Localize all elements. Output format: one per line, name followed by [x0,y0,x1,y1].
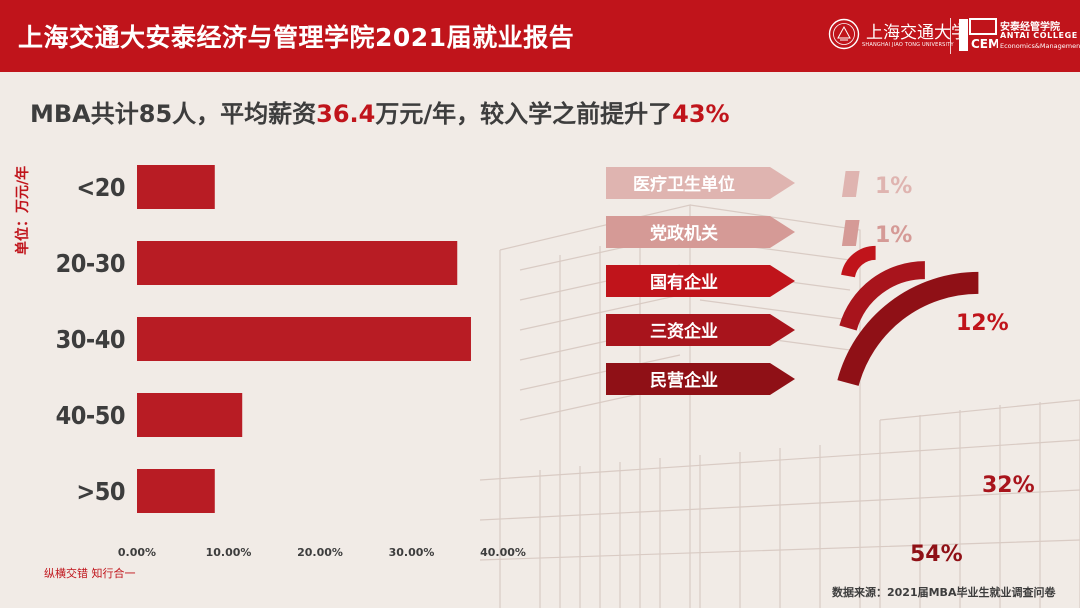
employer-share-arc [841,245,877,278]
employer-share-arc [839,261,926,331]
salary-category-label: 30-40 [56,325,125,354]
x-tick-label: 40.00% [480,546,526,559]
salary-bar-1 [137,165,215,209]
salary-bar-2 [137,241,458,285]
x-tick-label: 30.00% [389,546,435,559]
employer-type-tag [606,265,795,297]
employer-type-tag [606,167,795,199]
employer-type-label: 三资企业 [650,321,718,342]
data-source: 数据来源：2021届MBA毕业生就业调查问卷 [832,586,1056,599]
employer-share-arc [837,271,979,387]
salary-bar-4 [137,393,243,437]
university-seal-icon [828,18,860,50]
sjtu-logo: 上海交通大学 SHANGHAI JIAO TONG UNIVERSITY [828,14,968,58]
headline-growth: 43% [672,100,730,128]
x-tick-label: 20.00% [297,546,343,559]
employer-type-tag [606,363,795,395]
employer-type-label: 医疗卫生单位 [633,174,735,195]
headline-prefix: MBA共计85人，平均薪资 [30,100,317,128]
employer-share-label: 1% [875,223,912,248]
college-name-en-sub: Economics&Management [1000,42,1080,50]
employer-share-bar [841,220,860,246]
employer-type-label: 国有企业 [650,272,718,293]
employer-type-label: 民营企业 [650,370,718,391]
salary-bar-5 [137,469,215,513]
salary-bar-3 [137,317,471,361]
employer-type-tag [606,314,795,346]
employer-share-label: 12% [956,311,1009,336]
logo-divider [950,18,951,54]
employer-type-tag [606,216,795,248]
university-name-cn: 上海交通大学 [866,23,968,43]
university-name-en: SHANGHAI JIAO TONG UNIVERSITY [862,42,954,48]
x-tick-label: 0.00% [118,546,156,559]
headline-salary: 36.4 [316,100,376,128]
employer-share-label: 32% [982,473,1035,498]
employer-type-label: 党政机关 [650,223,718,244]
employer-share-label: 1% [875,174,912,199]
employer-share-label: 54% [910,542,963,567]
salary-category-label: <20 [76,173,125,202]
headline-middle: 万元/年，较入学之前提升了 [375,100,673,128]
header-bar: 上海交通大安泰经济与管理学院2021届就业报告 [0,0,1080,72]
report-title: 上海交通大安泰经济与管理学院2021届就业报告 [18,23,575,52]
salary-category-label: 40-50 [56,401,125,430]
headline: MBA共计85人，平均薪资36.4万元/年，较入学之前提升了43% [30,94,730,129]
tagline: 纵横交错 知行合一 [44,567,136,580]
college-name-en: ANTAI COLLEGE [1000,31,1078,40]
x-tick-label: 10.00% [206,546,252,559]
acem-logo-icon: CEM [959,18,998,51]
employer-share-bar [841,171,860,197]
salary-category-label: 20-30 [56,249,125,278]
salary-category-label: >50 [76,477,125,506]
college-name-cn: 安泰经管学院 [1000,22,1060,33]
svg-text:CEM: CEM [971,37,998,51]
